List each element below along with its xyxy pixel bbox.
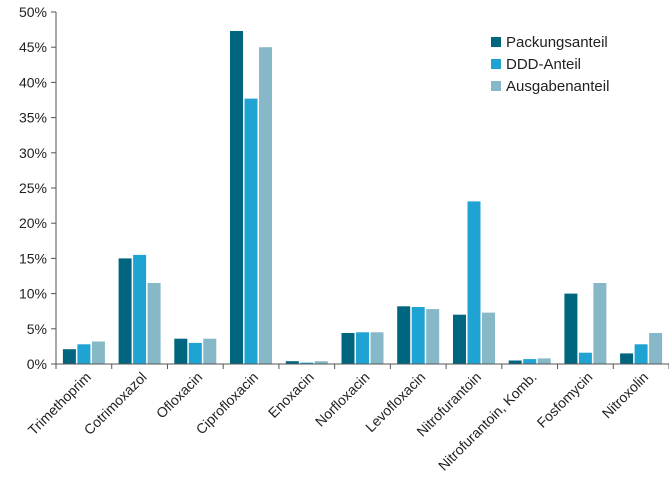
legend-swatch [491, 81, 501, 91]
y-tick-label: 0% [27, 356, 47, 372]
bar-packungsanteil-4 [285, 361, 299, 364]
bar-ausgabenanteil-8 [537, 358, 551, 364]
bar-ausgabenanteil-7 [482, 312, 495, 364]
bar-ddd-anteil-10 [634, 344, 648, 364]
bar-ddd-anteil-9 [578, 352, 592, 364]
bar-packungsanteil-10 [620, 353, 634, 364]
bar-ausgabenanteil-9 [593, 283, 607, 364]
y-axis-ticks: 0% 5% 10% 15% 20% 25% 30% 35% 40% 45% 50% [19, 4, 56, 372]
legend-label: DDD-Anteil [506, 56, 581, 73]
y-tick-label: 30% [19, 145, 47, 161]
x-category-label: Norfloxacin [312, 369, 373, 430]
bar-packungsanteil-3 [230, 31, 243, 364]
y-tick-label: 10% [19, 286, 47, 302]
bar-packungsanteil-5 [341, 333, 355, 364]
y-tick-label: 20% [19, 215, 47, 231]
bar-group [62, 31, 663, 364]
y-tick-label: 15% [19, 250, 47, 266]
bar-packungsanteil-7 [453, 314, 466, 364]
x-category-label: Ofloxacin [153, 369, 206, 422]
y-tick-label: 45% [19, 39, 47, 55]
legend-swatch [491, 37, 501, 47]
bar-packungsanteil-6 [397, 306, 411, 364]
bar-ddd-anteil-7 [467, 201, 481, 364]
bar-ausgabenanteil-5 [370, 332, 384, 364]
x-category-label: Fosfomycin [534, 369, 596, 431]
legend-swatch [491, 59, 501, 69]
bar-ausgabenanteil-6 [426, 309, 440, 364]
x-category-label: Nitrofurantoin, Komb. [435, 369, 540, 474]
x-category-label: Enoxacin [265, 369, 317, 421]
bar-packungsanteil-2 [174, 338, 188, 364]
bar-packungsanteil-9 [564, 293, 578, 364]
bar-ausgabenanteil-10 [649, 333, 663, 364]
legend-label: Ausgabenanteil [506, 78, 609, 95]
bar-ddd-anteil-1 [133, 254, 147, 364]
bar-ausgabenanteil-1 [147, 283, 161, 364]
bar-ddd-anteil-3 [244, 98, 258, 364]
bar-ddd-anteil-5 [356, 332, 369, 364]
bar-packungsanteil-1 [118, 258, 132, 364]
bar-ausgabenanteil-3 [259, 47, 272, 364]
y-tick-label: 50% [19, 4, 47, 20]
y-tick-label: 40% [19, 74, 47, 90]
legend-label: Packungsanteil [506, 34, 608, 51]
bar-ausgabenanteil-4 [314, 361, 328, 364]
bar-ddd-anteil-2 [188, 342, 202, 364]
legend: Packungsanteil DDD-Anteil Ausgabenanteil [491, 34, 609, 95]
y-tick-label: 5% [27, 321, 47, 337]
x-category-label: Nitroxolin [599, 369, 652, 422]
bar-packungsanteil-0 [62, 349, 76, 364]
bar-packungsanteil-8 [508, 360, 522, 364]
y-tick-label: 25% [19, 180, 47, 196]
bar-ddd-anteil-0 [77, 344, 91, 364]
y-tick-label: 35% [19, 110, 47, 126]
bar-ausgabenanteil-0 [91, 341, 105, 364]
bar-ddd-anteil-4 [300, 362, 314, 364]
bar-ausgabenanteil-2 [203, 338, 217, 364]
bar-ddd-anteil-6 [411, 307, 425, 364]
x-axis-ticks [55, 364, 669, 369]
bar-ddd-anteil-8 [523, 359, 537, 364]
